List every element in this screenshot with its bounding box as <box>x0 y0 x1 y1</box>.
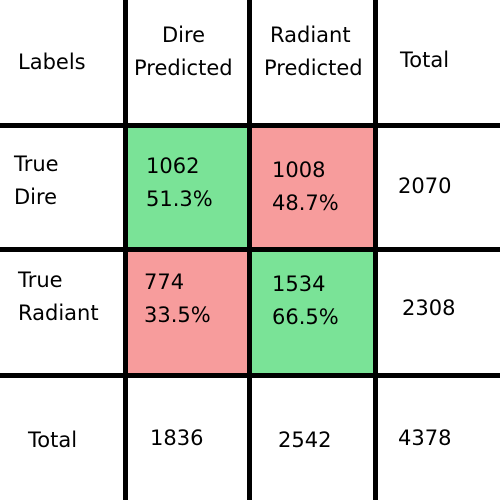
true-dire-pred-dire-pct: 51.3% <box>146 187 213 211</box>
grid-line-h2 <box>0 247 500 252</box>
total-pred-dire: 1836 <box>150 426 204 450</box>
row-label-true-radiant-line1: True <box>18 268 63 292</box>
row-label-true-dire-line2: Dire <box>14 185 58 209</box>
row-label-true-dire-line1: True <box>14 152 59 176</box>
true-dire-pred-radiant-pct: 48.7% <box>272 191 339 215</box>
true-radiant-total: 2308 <box>402 296 456 320</box>
true-dire-total: 2070 <box>398 174 452 198</box>
header-dire-predicted-line2: Predicted <box>134 56 233 80</box>
grid-line-h3 <box>0 373 500 378</box>
header-radiant-predicted-line1: Radiant <box>270 23 351 47</box>
true-dire-pred-dire-count: 1062 <box>146 154 200 178</box>
header-total: Total <box>400 48 450 72</box>
total-row-label: Total <box>28 428 78 452</box>
cell-true-radiant-pred-radiant <box>250 250 376 376</box>
true-dire-pred-radiant-count: 1008 <box>272 158 326 182</box>
header-radiant-predicted-line2: Predicted <box>264 56 363 80</box>
grand-total: 4378 <box>398 426 452 450</box>
total-pred-radiant: 2542 <box>278 428 332 452</box>
cell-true-dire-pred-radiant <box>250 126 376 250</box>
true-radiant-pred-radiant-pct: 66.5% <box>272 305 339 329</box>
cell-true-dire-pred-dire <box>126 126 250 250</box>
true-radiant-pred-radiant-count: 1534 <box>272 272 326 296</box>
grid-line-h1 <box>0 123 500 128</box>
cell-true-radiant-pred-dire <box>126 250 250 376</box>
true-radiant-pred-dire-count: 774 <box>144 270 185 294</box>
true-radiant-pred-dire-pct: 33.5% <box>144 303 211 327</box>
header-labels: Labels <box>18 50 86 74</box>
header-dire-predicted-line1: Dire <box>162 23 206 47</box>
row-label-true-radiant-line2: Radiant <box>18 301 99 325</box>
